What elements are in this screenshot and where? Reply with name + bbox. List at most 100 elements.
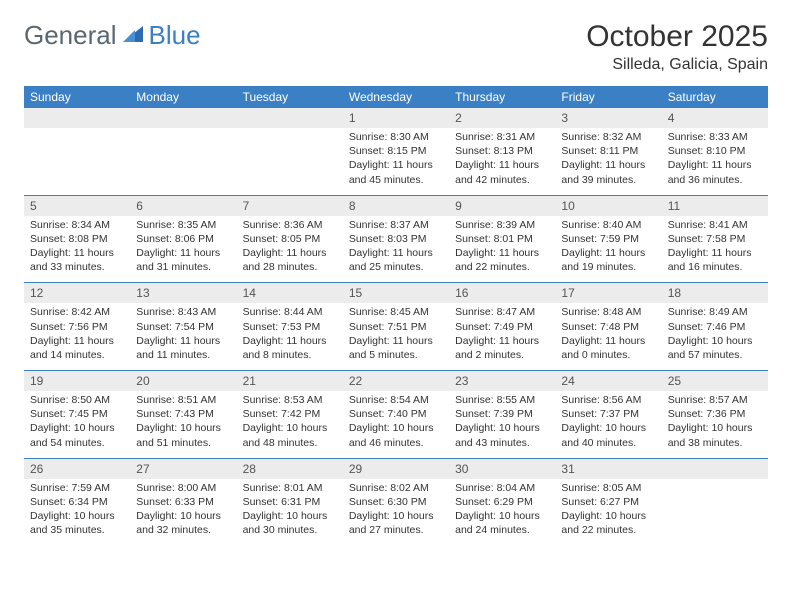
dayhead-tue: Tuesday <box>237 86 343 108</box>
sunset-label: Sunset: <box>455 233 494 245</box>
day-number-cell: 10 <box>555 195 661 216</box>
location: Silleda, Galicia, Spain <box>586 56 768 74</box>
daynum-row: 1234 <box>24 108 768 128</box>
sunset-value: 8:15 PM <box>387 145 426 157</box>
logo: General Blue <box>24 20 201 51</box>
daylight-label: Daylight: <box>561 247 605 259</box>
detail-row: Sunrise: 8:30 AM Sunset: 8:15 PM Daylight:… <box>24 128 768 195</box>
day-detail-cell: Sunrise: 8:33 AMSunset: 8:10 PMDaylight:… <box>662 128 768 195</box>
detail-row: Sunrise: 8:50 AMSunset: 7:45 PMDaylight:… <box>24 391 768 458</box>
sunset-label: Sunset: <box>349 233 388 245</box>
daylight-label: Daylight: <box>30 335 74 347</box>
daylight-label: Daylight: <box>349 159 393 171</box>
sunrise-label: Sunrise: <box>455 131 496 143</box>
sunrise-label: Sunrise: <box>561 219 602 231</box>
sunset-value: 8:05 PM <box>281 233 320 245</box>
daynum-row: 12131415161718 <box>24 283 768 304</box>
day-detail-cell: Sunrise: 8:40 AMSunset: 7:59 PMDaylight:… <box>555 216 661 283</box>
sunrise-value: 8:48 AM <box>603 306 642 318</box>
sunrise-label: Sunrise: <box>136 219 177 231</box>
daylight-label: Daylight: <box>668 422 712 434</box>
sunset-value: 7:43 PM <box>175 408 214 420</box>
day-number-cell: 27 <box>130 458 236 479</box>
sunset-label: Sunset: <box>30 233 69 245</box>
sunset-label: Sunset: <box>136 408 175 420</box>
sunrise-value: 8:00 AM <box>178 482 217 494</box>
sunrise-value: 8:33 AM <box>709 131 748 143</box>
sunrise-value: 8:01 AM <box>284 482 323 494</box>
sunrise-label: Sunrise: <box>30 219 71 231</box>
day-number-cell: 18 <box>662 283 768 304</box>
sunrise-label: Sunrise: <box>30 306 71 318</box>
sunset-value: 7:48 PM <box>600 321 639 333</box>
day-detail-cell: Sunrise: 8:51 AMSunset: 7:43 PMDaylight:… <box>130 391 236 458</box>
sunset-value: 8:11 PM <box>600 145 638 157</box>
day-number-cell: 23 <box>449 371 555 392</box>
dayhead-fri: Friday <box>555 86 661 108</box>
dayhead-sun: Sunday <box>24 86 130 108</box>
day-number-cell: 19 <box>24 371 130 392</box>
day-number-cell: 25 <box>662 371 768 392</box>
day-detail-cell: Sunrise: 8:54 AMSunset: 7:40 PMDaylight:… <box>343 391 449 458</box>
sunset-value: 8:08 PM <box>69 233 108 245</box>
day-number-cell: 30 <box>449 458 555 479</box>
day-number-cell <box>130 108 236 128</box>
day-detail-cell: Sunrise: 8:36 AMSunset: 8:05 PMDaylight:… <box>237 216 343 283</box>
day-detail-cell <box>130 128 236 195</box>
sunrise-label: Sunrise: <box>243 306 284 318</box>
sunrise-label: Sunrise: <box>668 219 709 231</box>
sunrise-value: 8:34 AM <box>71 219 110 231</box>
sunrise-value: 8:41 AM <box>709 219 748 231</box>
sunrise-value: 8:30 AM <box>390 131 429 143</box>
day-number-cell: 12 <box>24 283 130 304</box>
day-detail-cell <box>662 479 768 546</box>
day-number-cell: 8 <box>343 195 449 216</box>
sunrise-label: Sunrise: <box>136 306 177 318</box>
day-number-cell: 31 <box>555 458 661 479</box>
sunrise-value: 8:50 AM <box>71 394 110 406</box>
sunset-value: 8:03 PM <box>387 233 426 245</box>
sunset-label: Sunset: <box>455 145 494 157</box>
sunrise-label: Sunrise: <box>30 482 71 494</box>
sunset-value: 6:30 PM <box>387 496 426 508</box>
daylight-label: Daylight: <box>349 510 393 522</box>
sunset-value: 8:10 PM <box>706 145 745 157</box>
sunrise-label: Sunrise: <box>668 131 709 143</box>
daylight-label: Daylight: <box>136 247 180 259</box>
sunrise-label: Sunrise: <box>455 219 496 231</box>
day-detail-cell: Sunrise: 8:35 AMSunset: 8:06 PMDaylight:… <box>130 216 236 283</box>
day-detail-cell <box>237 128 343 195</box>
sunset-label: Sunset: <box>668 408 707 420</box>
sunrise-label: Sunrise: <box>349 306 390 318</box>
daynum-row: 19202122232425 <box>24 371 768 392</box>
day-number-cell: 1 <box>343 108 449 128</box>
dayhead-sat: Saturday <box>662 86 768 108</box>
day-detail-cell: Sunrise: 8:04 AMSunset: 6:29 PMDaylight:… <box>449 479 555 546</box>
dayhead-wed: Wednesday <box>343 86 449 108</box>
sunrise-label: Sunrise: <box>455 394 496 406</box>
sunrise-value: 8:37 AM <box>390 219 429 231</box>
daylight-label: Daylight: <box>243 422 287 434</box>
sunrise-label: Sunrise: <box>561 482 602 494</box>
sunrise-value: 8:54 AM <box>390 394 429 406</box>
sunset-label: Sunset: <box>455 408 494 420</box>
daylight-label: Daylight: <box>30 422 74 434</box>
sunrise-label: Sunrise: <box>561 394 602 406</box>
dayhead-mon: Monday <box>130 86 236 108</box>
day-number-cell <box>662 458 768 479</box>
sunset-value: 8:01 PM <box>494 233 533 245</box>
sunset-value: 6:27 PM <box>600 496 639 508</box>
day-number-cell <box>24 108 130 128</box>
day-number-cell: 11 <box>662 195 768 216</box>
daylight-label: Daylight: <box>243 335 287 347</box>
day-detail-cell: Sunrise: 8:49 AMSunset: 7:46 PMDaylight:… <box>662 303 768 370</box>
sunrise-value: 8:49 AM <box>709 306 748 318</box>
day-detail-cell: Sunrise: 8:41 AMSunset: 7:58 PMDaylight:… <box>662 216 768 283</box>
day-number-cell: 24 <box>555 371 661 392</box>
daylight-label: Daylight: <box>136 335 180 347</box>
day-detail-cell: Sunrise: 8:05 AMSunset: 6:27 PMDaylight:… <box>555 479 661 546</box>
sunrise-value: 8:45 AM <box>390 306 429 318</box>
daylight-label: Daylight: <box>668 247 712 259</box>
daynum-row: 567891011 <box>24 195 768 216</box>
sunset-label: Sunset: <box>455 321 494 333</box>
